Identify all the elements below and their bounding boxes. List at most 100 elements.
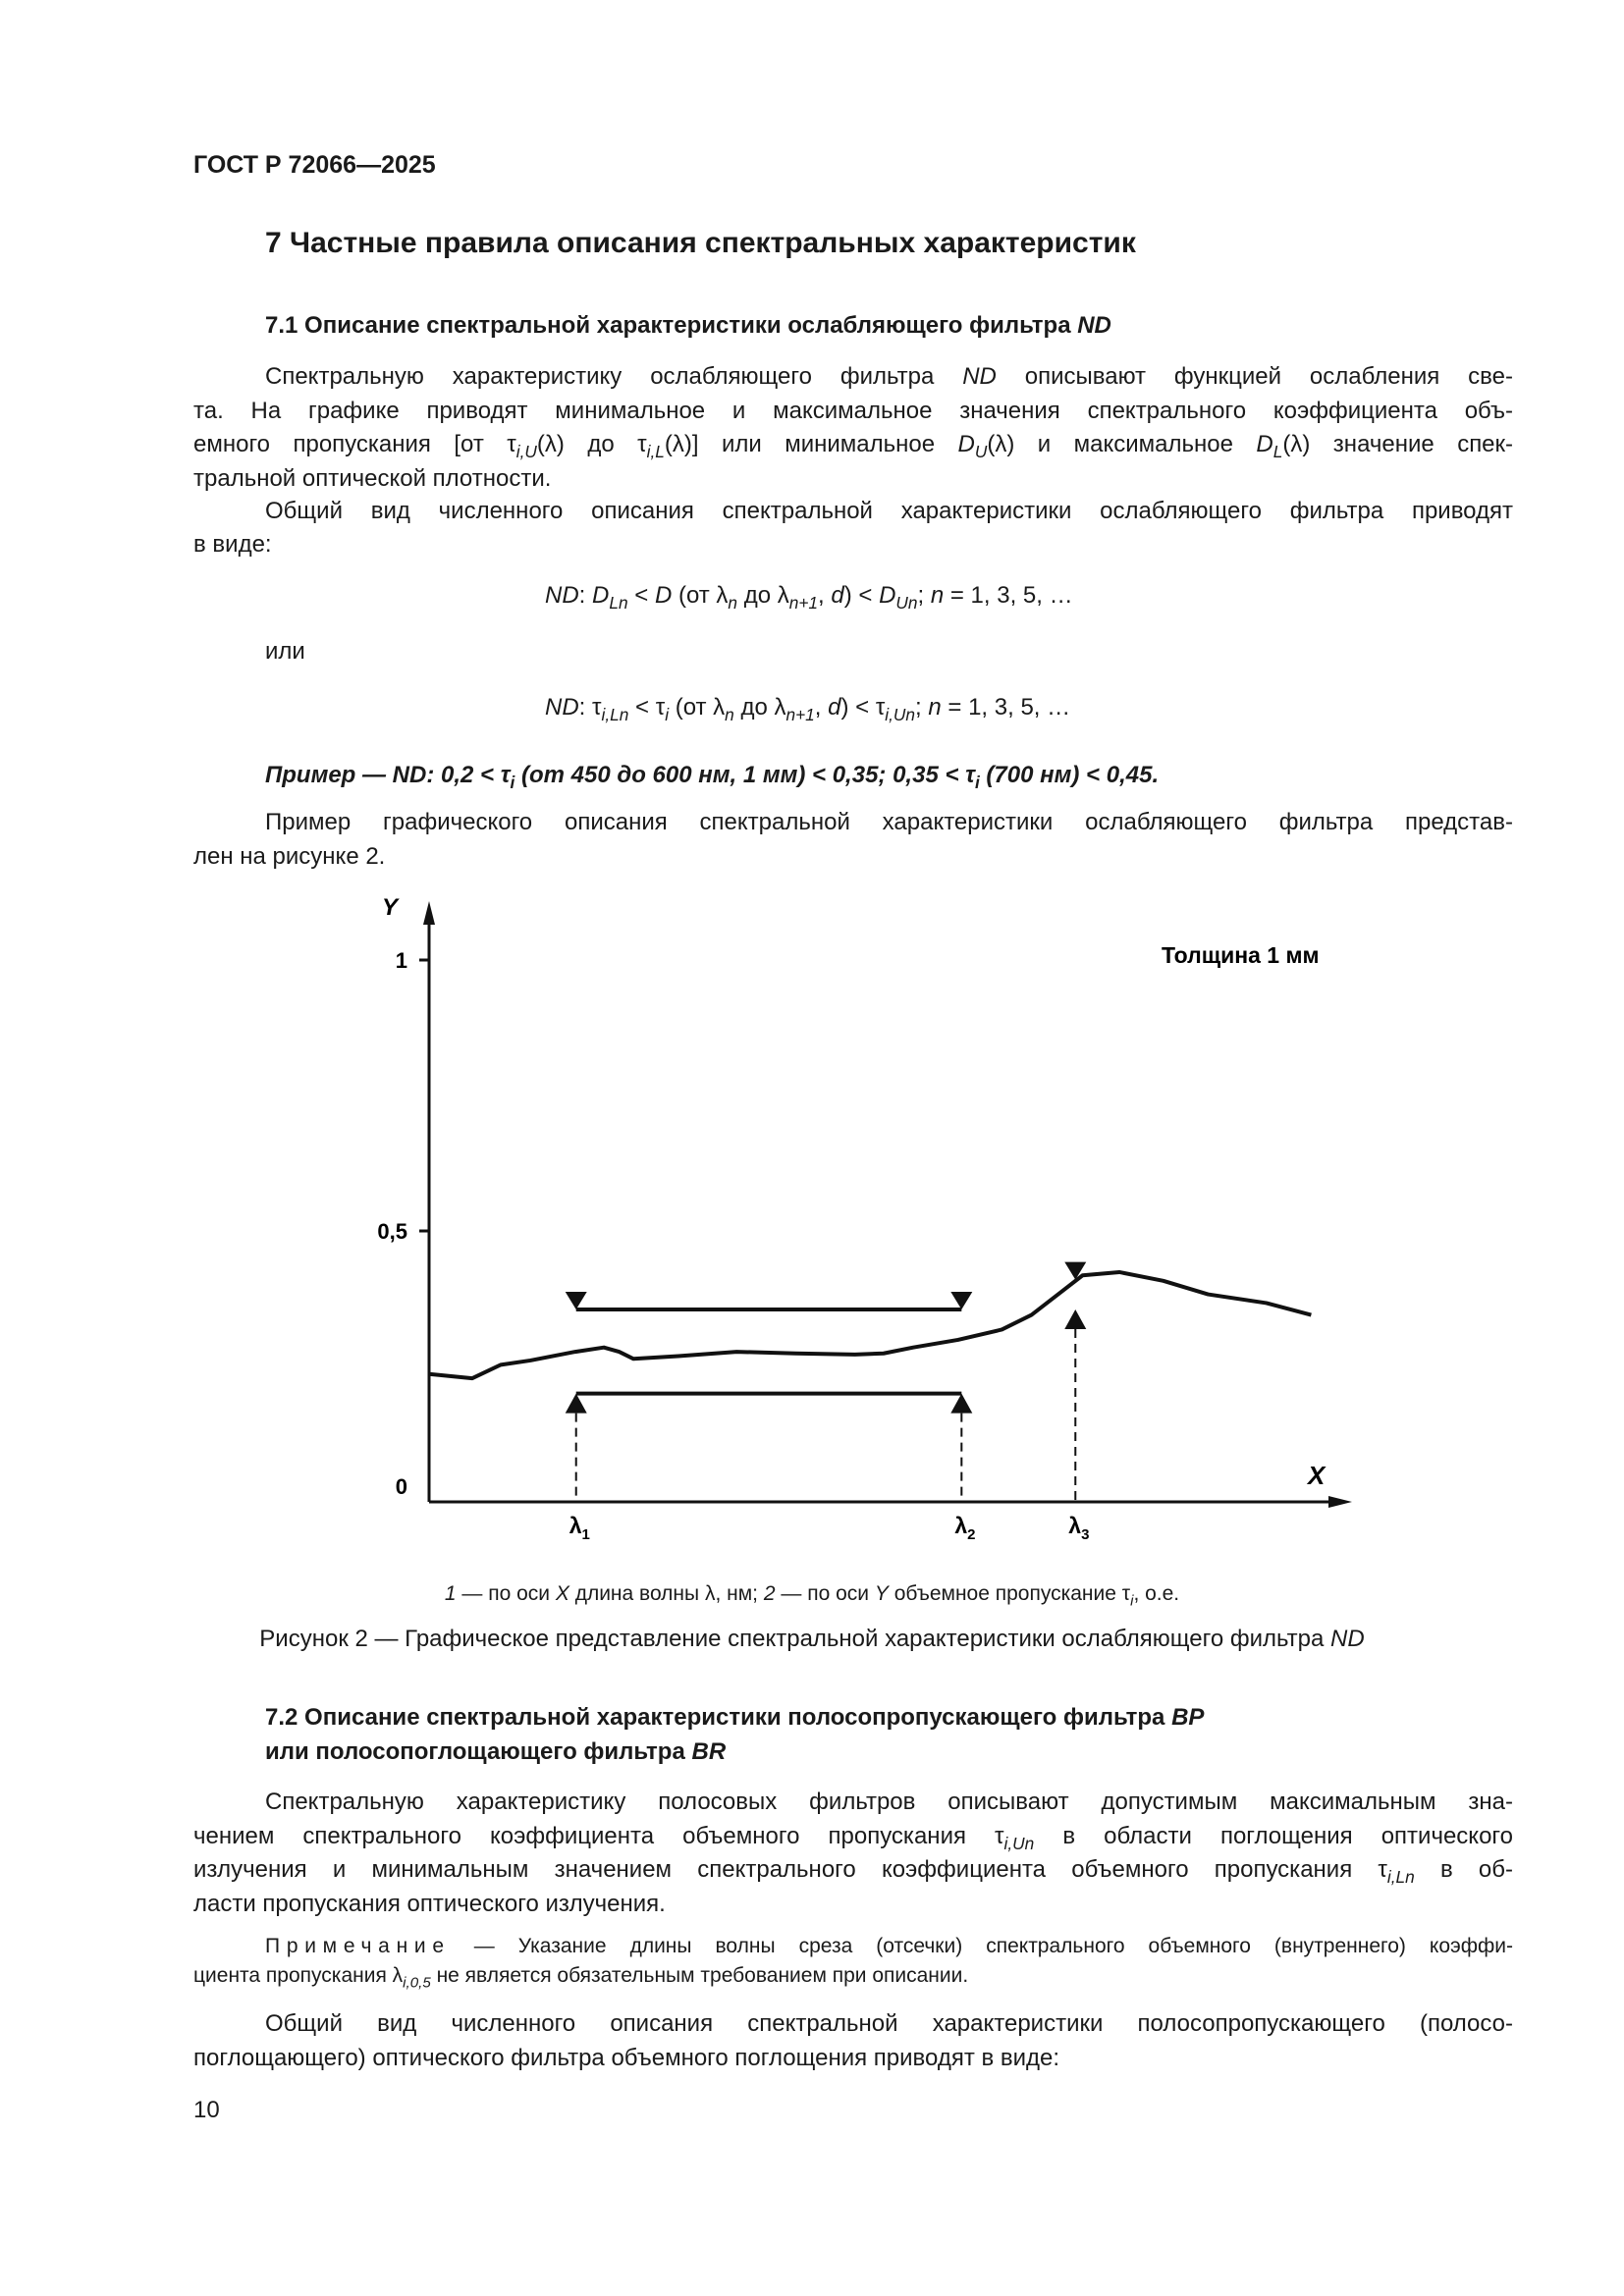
text-segment: ND [1330,1626,1365,1652]
text-segment: Пример графического описания спектрально… [265,809,1513,835]
text-segment: Un [895,593,918,614]
text-segment: BP [1171,1704,1205,1731]
x-axis-label: X [1306,1461,1326,1490]
marker-subscript: 1 [582,1526,590,1543]
note-line: Примечание — Указание длины волны среза … [265,1932,1513,1961]
text-segment: n [728,593,738,614]
wavelength-marker-label: λ1 [569,1513,590,1543]
paragraph-line: чением спектрального коэффициента объемн… [193,1822,1513,1858]
text-segment: d [831,582,844,609]
text-segment: (от λ [672,582,729,609]
text-segment: i,U [515,442,537,462]
text-segment: 2 [763,1582,776,1605]
text-segment: 7.2 Описание спектральной характеристики… [265,1704,1172,1731]
text-segment: , о.е. [1133,1582,1180,1605]
y-axis-arrow-icon [423,901,435,925]
text-segment: Примечание [265,1935,451,1957]
text-segment: не является обязательным требованием при… [430,1964,969,1987]
text-segment: = 1, 3, 5, … [944,582,1073,609]
text-segment: ND [545,694,579,721]
paragraph-line: Общий вид численного описания спектральн… [265,497,1513,526]
text-segment: чением спектрального коэффициента объемн… [193,1823,1004,1849]
text-segment: объемное пропускание τ [888,1582,1131,1605]
text-segment: Спектральную характеристику ослабляющего… [265,363,963,390]
text-segment: тральной оптической плотности. [193,465,552,492]
formula-transmittance: ND: τi,Ln < τi (от λn до λn+1, d) < τi,U… [545,693,1070,729]
text-segment: циента пропускания λ [193,1964,404,1987]
text-segment: BR [691,1738,727,1765]
text-segment: i [665,705,670,725]
text-segment: лен на рисунке 2. [193,843,386,870]
subsection-7-2-heading-line2: или полосопоглощающего фильтра BR [265,1737,726,1767]
text-segment: D [1256,431,1273,457]
figure-caption: Рисунок 2 — Графическое представление сп… [0,1625,1624,1654]
marker-subscript: 2 [967,1526,975,1543]
text-segment: d [828,694,841,721]
lower-limit-triangle-icon [1064,1309,1087,1330]
text-segment: или полосопоглощающего фильтра [265,1738,692,1765]
text-segment: n [725,705,734,725]
text-segment: ласти пропускания оптического излучения. [193,1891,666,1917]
text-segment: ND [1077,312,1111,339]
subsection-7-1-heading: 7.1 Описание спектральной характеристики… [265,311,1111,341]
paragraph-line: ласти пропускания оптического излучения. [193,1890,666,1919]
text-segment: (700 нм) < 0,45. [979,762,1160,788]
lower-limit-triangle-icon [950,1393,973,1414]
text-segment: ND [962,363,997,390]
text-segment: i [1130,1592,1134,1610]
text-segment: ND [545,582,579,609]
subsection-7-2-heading: 7.2 Описание спектральной характеристики… [265,1703,1204,1733]
text-segment: (λ) значение спек- [1282,431,1514,457]
text-segment: = 1, 3, 5, … [941,694,1071,721]
upper-limit-triangle-icon [565,1292,587,1310]
text-segment: i,0,5 [403,1974,431,1992]
text-segment: до λ [737,582,789,609]
text-segment: L [1272,442,1283,462]
figure-key: 1 — по оси X длина волны λ, нм; 2 — по о… [0,1579,1624,1616]
upper-limit-triangle-icon [1064,1261,1087,1280]
text-segment: Рисунок 2 — Графическое представление сп… [259,1626,1331,1652]
text-segment: i [974,773,980,793]
text-segment: Ln [609,593,628,614]
paragraph-line: Пример графического описания спектрально… [265,808,1513,837]
paragraph-line: лен на рисунке 2. [193,842,385,872]
text-segment: i,Un [885,705,916,725]
or-text: или [265,638,305,665]
thickness-annotation: Толщина 1 мм [1162,942,1320,968]
text-segment: (от λ [669,694,726,721]
text-segment: (λ) и максимальное [987,431,1257,457]
text-segment: < τ [628,694,666,721]
paragraph-line: излучения и минимальным значением спектр… [193,1855,1513,1892]
text-segment: ) < τ [840,694,886,721]
text-segment: Пример — ND: 0,2 < τ [265,762,511,788]
paragraph-line: тральной оптической плотности. [193,464,551,494]
text-segment: — Указание длины волны среза (отсечки) с… [450,1935,1513,1957]
text-segment: n+1 [785,705,815,725]
paragraph-line: в виде: [193,530,272,560]
text-segment: i,Ln [1386,1867,1415,1888]
marker-symbol: λ [1068,1513,1081,1538]
text-segment: D [654,582,673,609]
upper-limit-triangle-icon [950,1292,973,1310]
text-segment: Общий вид численного описания спектральн… [265,498,1513,524]
marker-subscript: 3 [1081,1526,1089,1543]
text-segment: (от 450 до 600 нм, 1 мм) < 0,35; 0,35 < … [514,762,975,788]
y-tick-label: 0,5 [377,1219,407,1244]
transmittance-curve [428,1269,1312,1381]
text-segment: , [818,582,832,609]
text-segment: D [879,582,896,609]
text-segment: i,L [646,442,665,462]
text-segment: описывают функцией ослабления све- [996,363,1513,390]
text-segment: в виде: [193,531,272,558]
paragraph-line: емного пропускания [от τi,U(λ) до τi,L(λ… [193,430,1513,466]
example-text: Пример — ND: 0,2 < τ i (от 450 до 600 нм,… [265,761,1159,797]
text-segment: X [555,1582,569,1605]
text-segment: — по оси [456,1582,556,1605]
text-segment: U [974,442,988,462]
text-segment: n [930,582,945,609]
text-segment: (λ) до τ [536,431,647,457]
paragraph-line: Общий вид численного описания спектральн… [265,2009,1513,2039]
text-segment: излучения и минимальным значением спектр… [193,1856,1387,1883]
y-tick-label: 1 [396,948,407,973]
